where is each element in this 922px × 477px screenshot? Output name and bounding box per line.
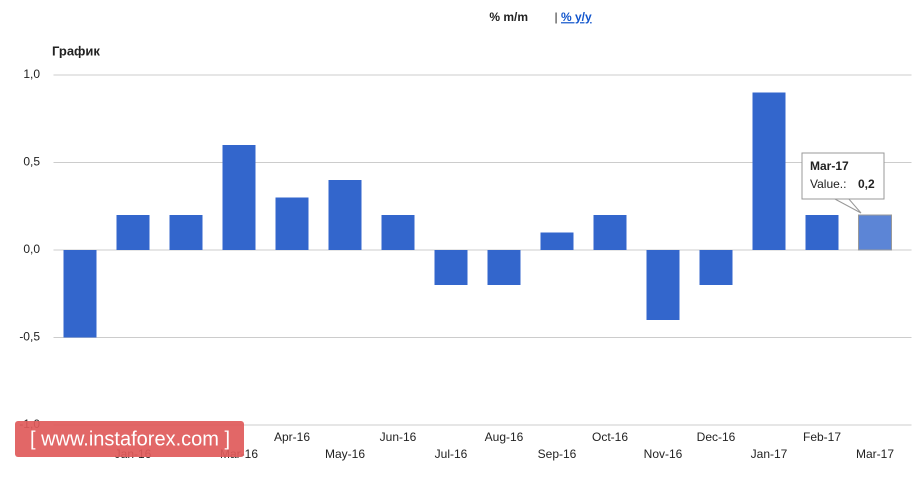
- bar: [222, 145, 256, 250]
- x-tick-label: Aug-16: [485, 430, 524, 444]
- x-tick-label: Apr-16: [274, 430, 310, 444]
- x-tick-label: Feb-17: [803, 430, 841, 444]
- x-tick-label: Sep-16: [538, 447, 577, 461]
- tooltip-value: 0,2: [858, 177, 875, 191]
- bar: [169, 215, 203, 250]
- tab-separator: |: [554, 10, 557, 24]
- bar: [858, 214, 892, 251]
- bar: [434, 250, 468, 285]
- watermark-box: [15, 421, 244, 457]
- bar: [381, 215, 415, 250]
- tab-mm[interactable]: % m/m: [489, 10, 528, 24]
- tooltip-pointer: [832, 197, 862, 214]
- bar: [487, 250, 521, 285]
- x-tick-label: Nov-16: [644, 447, 683, 461]
- tooltip-box: [801, 152, 885, 200]
- chart-title: График: [52, 43, 100, 58]
- x-tick-label: Dec-16: [697, 430, 736, 444]
- y-tick-label: 1,0: [23, 67, 40, 81]
- bar: [328, 180, 362, 250]
- x-tick-label: Jul-16: [435, 447, 468, 461]
- bar: [699, 250, 733, 285]
- bar: [752, 92, 786, 250]
- tooltip-label: Value.:: [810, 177, 846, 191]
- watermark: [ www.instaforex.com ]: [30, 428, 230, 450]
- x-tick-label: Jan-17: [751, 447, 788, 461]
- bar: [540, 232, 574, 250]
- bar: [275, 197, 309, 250]
- tooltip-title: Mar-17: [810, 159, 849, 173]
- y-tick-label: 0,5: [23, 155, 40, 169]
- y-tick-label: 0,0: [23, 242, 40, 256]
- bar: [116, 215, 150, 250]
- bar: [593, 215, 627, 250]
- y-tick-label: -0,5: [19, 330, 40, 344]
- x-tick-label: Mar-17: [856, 447, 894, 461]
- x-tick-label: Jun-16: [380, 430, 417, 444]
- bar: [63, 250, 97, 338]
- bar: [805, 215, 839, 250]
- x-tick-label: May-16: [325, 447, 365, 461]
- x-tick-label: Oct-16: [592, 430, 628, 444]
- bar: [646, 250, 680, 320]
- tab-yy[interactable]: % y/y: [561, 10, 592, 24]
